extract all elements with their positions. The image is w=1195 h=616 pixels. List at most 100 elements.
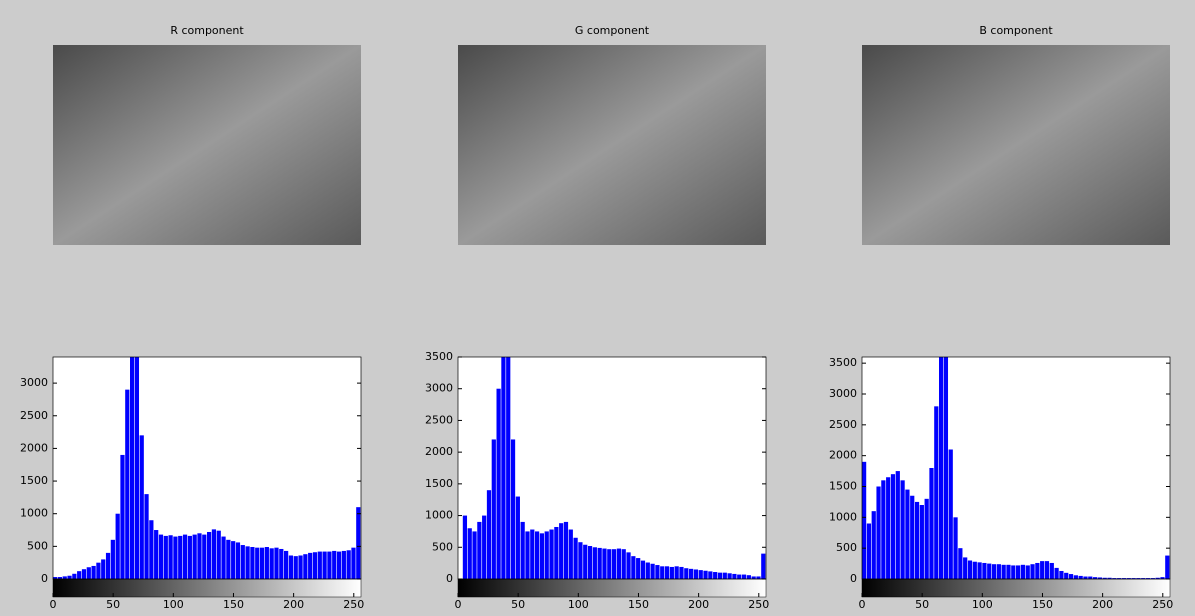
bar [144,494,149,579]
x-tick-label: 200 [688,598,709,611]
bar [67,575,72,579]
bar [713,572,718,579]
bar [192,534,197,579]
bar [890,474,896,579]
bar [501,357,506,579]
bar [312,552,318,579]
bar [158,534,164,579]
bar [496,388,501,579]
y-tick-label: 1000 [829,510,857,523]
bar [689,568,694,579]
bar [250,547,255,579]
x-tick-label: 0 [455,598,462,611]
x-tick-label: 250 [748,598,769,611]
bar [549,529,554,579]
bar [722,572,727,579]
y-tick-label: 1500 [20,474,48,487]
bars [462,357,766,579]
bar [900,480,905,579]
bar [293,556,298,579]
bar [905,489,910,579]
bar [298,555,303,579]
bar [693,569,699,579]
bar [57,577,63,579]
bar [472,531,477,579]
bar [1016,565,1021,579]
bar [1136,578,1141,579]
bar [130,357,135,579]
bar [264,547,269,579]
bar [1145,578,1151,579]
bar [187,535,192,579]
bar [259,547,265,579]
bar [958,548,963,579]
bar [240,545,245,579]
bar [1088,576,1093,579]
y-tick-label: 1000 [20,507,48,520]
y-tick-label: 2500 [425,413,453,426]
bar [660,566,665,579]
bar [1083,576,1088,579]
bar [1097,577,1103,579]
bar [525,531,530,579]
bar [1131,578,1136,579]
bar [602,548,607,579]
x-tick-label: 100 [163,598,184,611]
bar [182,534,188,579]
bar [515,496,520,579]
bar [149,520,154,579]
bar [1049,562,1054,579]
bar [1006,564,1011,579]
x-tick-label: 150 [223,598,244,611]
bar [573,537,578,579]
bar [486,490,492,579]
bar [356,507,361,579]
x-tick-label: 200 [1092,598,1113,611]
bar [934,406,939,579]
bar [308,552,313,579]
y-tick-label: 2000 [425,445,453,458]
bar [737,574,742,579]
bar [862,461,867,579]
bar [139,435,144,579]
bar [597,547,602,579]
y-tick-label: 3000 [829,387,857,400]
bar [77,571,82,579]
bar [866,523,872,579]
bar [881,480,886,579]
bar [636,558,641,579]
bar [491,439,496,579]
bar [1044,561,1050,579]
bar [568,529,573,579]
y-tick-label: 0 [41,572,48,585]
colorbar [52,578,362,598]
bar [746,575,751,579]
bar [1011,565,1016,579]
bar [226,539,231,579]
y-tick-label: 2000 [829,449,857,462]
x-tick-label: 150 [1032,598,1053,611]
bar [587,546,593,579]
bar [231,541,236,579]
bars [53,357,361,579]
bar [559,523,564,579]
y-tick-label: 500 [27,539,48,552]
bar [895,471,900,579]
bar [655,565,660,579]
bar [96,562,101,579]
bar [110,539,115,579]
bar [886,477,891,579]
bar [996,564,1001,579]
bar [105,552,111,579]
bar [982,562,987,579]
bar [612,549,617,579]
y-tick-label: 0 [850,572,857,585]
bar [741,574,747,579]
bar [924,498,929,579]
bar [1073,575,1078,579]
bar [125,389,130,579]
bar [674,566,679,579]
bar [1112,578,1117,579]
image [53,45,361,245]
bar [520,521,525,579]
